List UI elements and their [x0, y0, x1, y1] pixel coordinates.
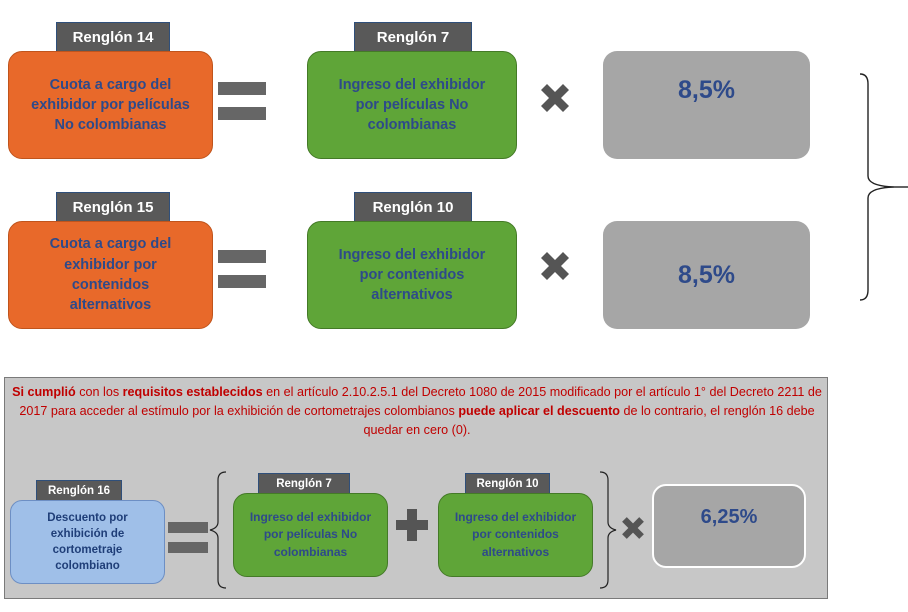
- rate-box-row2: 8,5%: [603, 221, 810, 329]
- renglon-10-tab-bottom: Renglón 10: [465, 473, 550, 493]
- renglon-7-box-bottom: Ingreso del exhibidor por películas No c…: [233, 493, 388, 577]
- renglon-7-tab-bottom: Renglón 7: [258, 473, 350, 493]
- multiply-icon: [622, 517, 644, 539]
- equals-icon: [218, 82, 266, 122]
- rate-box-row1: 8,5%: [603, 51, 810, 159]
- notice-text: Si cumplió con los requisitos establecid…: [5, 383, 829, 440]
- renglon-7-box: Ingreso del exhibidor por películas No c…: [307, 51, 517, 159]
- renglon-15-box: Cuota a cargo del exhibidor por contenid…: [8, 221, 213, 329]
- renglon-14-box: Cuota a cargo del exhibidor por película…: [8, 51, 213, 159]
- notice-span: en el artículo 2.10.2.5.1 del Decreto 10…: [19, 385, 822, 418]
- renglon-10-box: Ingreso del exhibidor por contenidos alt…: [307, 221, 517, 329]
- brace-icon: [859, 73, 908, 301]
- notice-highlight: puede aplicar el descuento: [458, 404, 620, 418]
- equals-icon: [168, 522, 208, 554]
- notice-span: de lo contrario, el renglón 16 debe qued…: [363, 404, 815, 437]
- renglon-7-tab: Renglón 7: [354, 22, 472, 51]
- renglon-16-box: Descuento por exhibición de cortometraje…: [10, 500, 165, 584]
- notice-span: con los: [75, 385, 123, 399]
- notice-highlight: Si cumplió: [12, 385, 76, 399]
- multiply-icon: [541, 84, 569, 112]
- renglon-15-tab: Renglón 15: [56, 192, 170, 221]
- renglon-16-tab: Renglón 16: [36, 480, 122, 500]
- renglon-10-box-bottom: Ingreso del exhibidor por contenidos alt…: [438, 493, 593, 577]
- brace-icon: [599, 471, 617, 589]
- notice-highlight: requisitos establecidos: [122, 385, 263, 399]
- renglon-14-tab: Renglón 14: [56, 22, 170, 51]
- plus-icon: [396, 509, 428, 541]
- renglon-10-tab: Renglón 10: [354, 192, 472, 221]
- brace-icon: [209, 471, 227, 589]
- multiply-icon: [541, 252, 569, 280]
- rate-box-bottom: 6,25%: [652, 484, 806, 568]
- equals-icon: [218, 250, 266, 290]
